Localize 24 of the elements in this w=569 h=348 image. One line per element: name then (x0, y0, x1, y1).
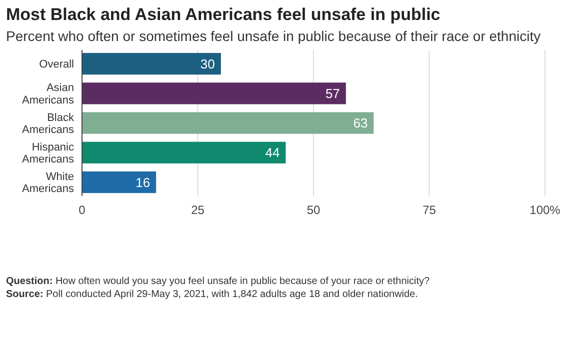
y-tick-label: Hispanic Americans (22, 141, 74, 166)
y-tick-label: Black Americans (22, 112, 74, 136)
data-label: 57 (325, 86, 340, 101)
x-tick-label: 100% (530, 203, 561, 217)
y-tick-label: Overall (39, 58, 74, 71)
x-tick-label: 0 (78, 203, 86, 217)
x-tick-label: 75 (422, 203, 436, 217)
x-tick-label: 25 (191, 203, 205, 217)
text: Question: How often would you say you feel unsafe in public because of your race or ethnicity? (6, 276, 430, 287)
bar (82, 52, 221, 75)
bar (82, 112, 374, 134)
chart-subtitle: Percent who often or sometimes feel unsafe in public because of their race or ethnicity (6, 28, 541, 44)
bar (82, 142, 286, 164)
y-tick-label: White Americans (22, 171, 74, 196)
x-tick-label: 50 (306, 203, 320, 217)
data-label: 30 (200, 56, 215, 72)
data-label: 63 (353, 116, 368, 131)
bar (82, 82, 346, 104)
y-tick-label: Asian Americans (22, 82, 74, 106)
source-note: Source: Poll conducted April 29-May 3, 2021, with 1,842 adults age 18 and older nationwide. (6, 289, 418, 300)
data-label: 44 (265, 145, 280, 160)
bar (82, 171, 156, 194)
data-label: 16 (136, 174, 150, 190)
chart-title: Most Black and Asian Americans feel unsafe in public (6, 5, 440, 24)
